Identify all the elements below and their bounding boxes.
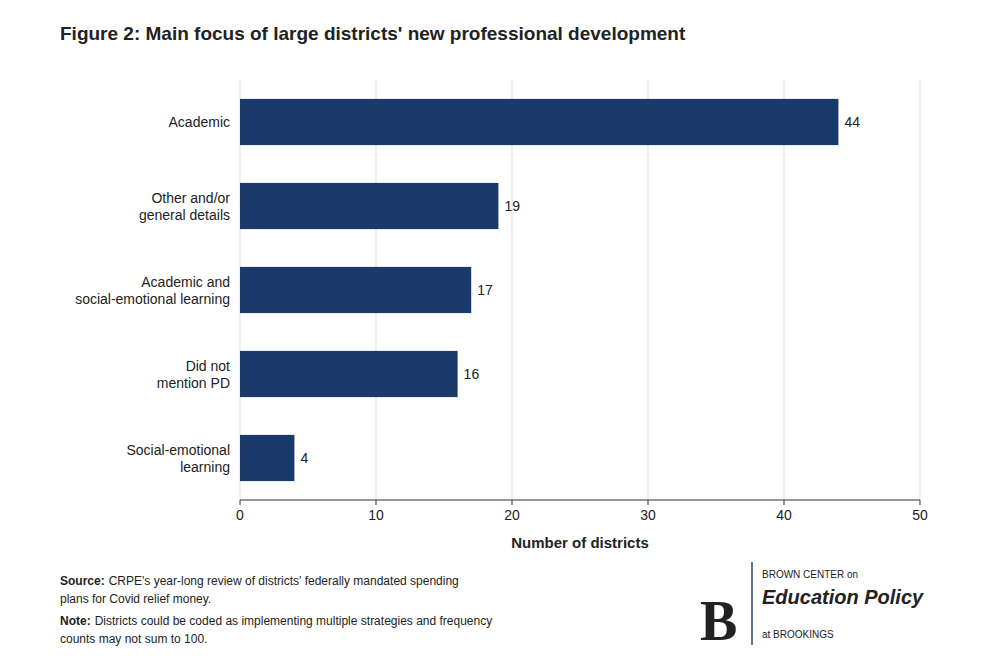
- category-label: Did notmention PD: [157, 358, 230, 391]
- note: Note:Districts could be coded as impleme…: [60, 614, 492, 628]
- data-label: 17: [477, 282, 493, 298]
- category-label: Social-emotionallearning: [127, 442, 231, 475]
- logo-text: at BROOKINGS: [762, 629, 834, 640]
- tick: [512, 500, 513, 505]
- bar: [240, 267, 471, 313]
- grid: [240, 80, 920, 500]
- notes: Source:CRPE's year-long review of distri…: [60, 574, 492, 646]
- title: Figure 2: Main focus of large districts'…: [60, 23, 686, 44]
- bar: [240, 351, 458, 397]
- x-axis-label: Number of districts: [511, 534, 649, 551]
- tick-label: 20: [504, 507, 520, 523]
- category-label: Other and/orgeneral details: [139, 190, 230, 223]
- grid-line: [920, 80, 921, 500]
- logo-separator: [751, 562, 753, 645]
- tick-label: 40: [776, 507, 792, 523]
- bar: [240, 183, 498, 229]
- bars: [240, 99, 838, 481]
- chart-svg: Figure 2: Main focus of large districts'…: [0, 0, 1000, 667]
- data-label: 19: [504, 198, 520, 214]
- x-axis: 0 10 20 30 40 50 Number of districts: [236, 500, 928, 551]
- tick: [648, 500, 649, 505]
- tick-label: 0: [236, 507, 244, 523]
- bar: [240, 435, 294, 481]
- data-label: 44: [844, 114, 860, 130]
- tick: [784, 500, 785, 505]
- logo-letter: B: [700, 590, 737, 652]
- axis-line: [240, 500, 920, 501]
- tick: [920, 500, 921, 505]
- logo-text: Education Policy: [762, 586, 924, 608]
- y-axis: Social-emotionallearning Did notmention P…: [75, 114, 230, 475]
- source: plans for Covid relief money.: [60, 592, 211, 606]
- tick-label: 50: [912, 507, 928, 523]
- tick-label: 10: [368, 507, 384, 523]
- data-labels: 4 16 17 19 44: [300, 114, 860, 466]
- tick-label: 30: [640, 507, 656, 523]
- category-label: Academic andsocial-emotional learning: [75, 274, 230, 307]
- note: counts may not sum to 100.: [60, 632, 207, 646]
- data-label: 16: [464, 366, 480, 382]
- logo-text: BROWN CENTER on: [762, 569, 858, 580]
- chart-container: Figure 2: Main focus of large districts'…: [0, 0, 1000, 667]
- tick: [376, 500, 377, 505]
- logo: B BROWN CENTER on Education Policy at BROOK…: [700, 562, 924, 652]
- category-label: Academic: [169, 114, 230, 130]
- data-label: 4: [300, 450, 308, 466]
- tick: [240, 500, 241, 505]
- bar: [240, 99, 838, 145]
- source: Source:CRPE's year-long review of distri…: [60, 574, 459, 588]
